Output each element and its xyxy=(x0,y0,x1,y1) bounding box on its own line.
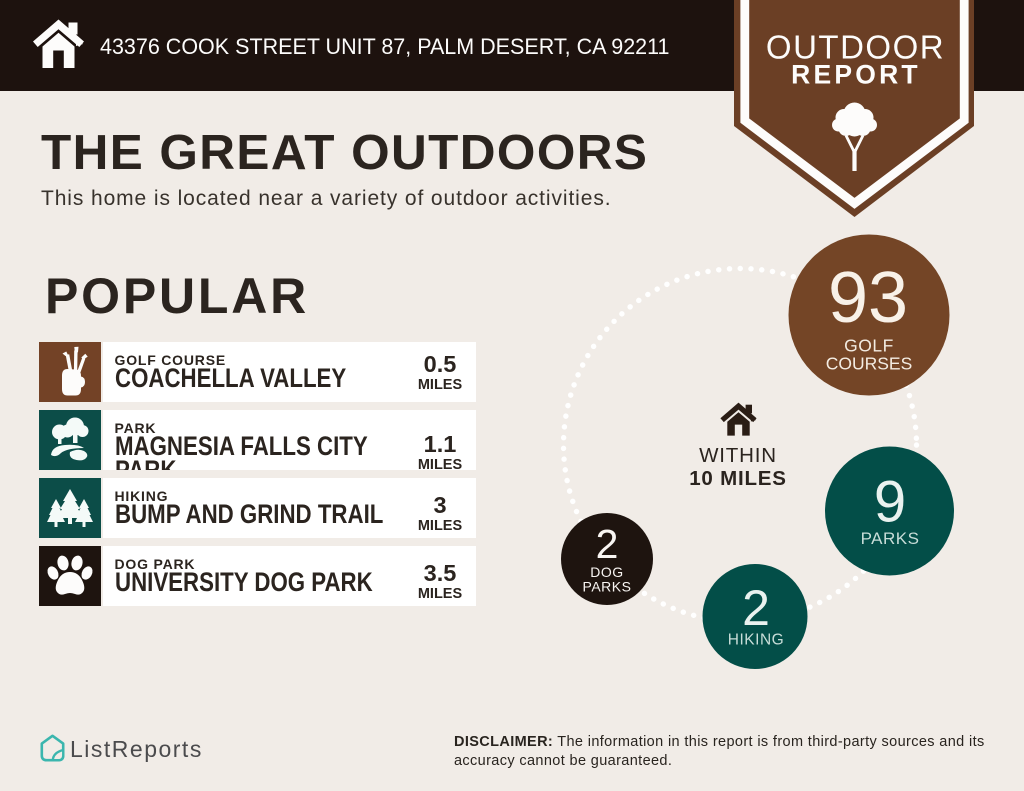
svg-text:2: 2 xyxy=(596,521,619,567)
svg-text:PARKS: PARKS xyxy=(583,579,632,595)
svg-text:REPORT: REPORT xyxy=(791,59,921,89)
svg-text:10 MILES: 10 MILES xyxy=(689,467,787,490)
svg-text:2: 2 xyxy=(742,580,770,636)
svg-text:DOG: DOG xyxy=(590,564,623,580)
svg-text:PARKS: PARKS xyxy=(861,529,920,548)
svg-text:9: 9 xyxy=(874,470,906,535)
svg-text:COURSES: COURSES xyxy=(826,354,913,374)
svg-text:HIKING: HIKING xyxy=(728,632,784,649)
svg-text:OUTDOOR: OUTDOOR xyxy=(766,29,945,66)
svg-text:GOLF: GOLF xyxy=(844,336,894,356)
svg-text:WITHIN: WITHIN xyxy=(699,444,777,467)
svg-text:93: 93 xyxy=(828,258,908,338)
